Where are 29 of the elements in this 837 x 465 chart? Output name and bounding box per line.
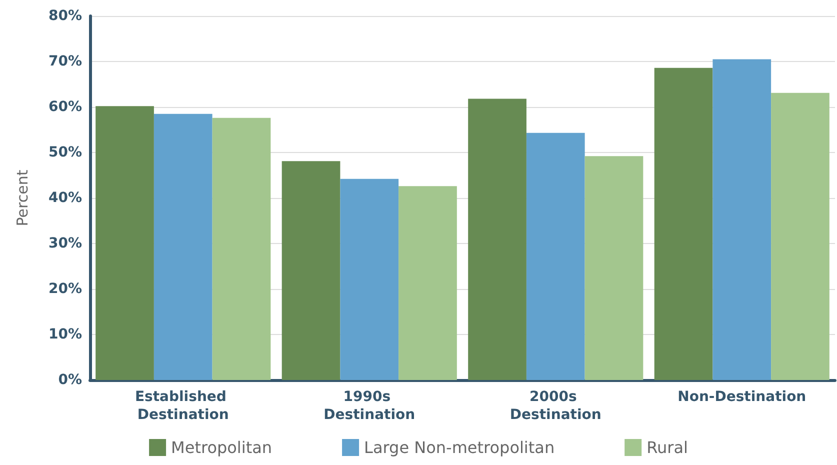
bar <box>584 156 644 380</box>
y-tick-label: 20% <box>48 281 82 297</box>
x-tick-label: 2000s Destination <box>510 389 602 423</box>
bar <box>468 98 526 380</box>
x-tick-label: Non-Destination <box>678 389 806 405</box>
x-tick-label: 1990s Destination <box>324 389 416 423</box>
bar <box>654 68 713 380</box>
legend-label: Metropolitan <box>171 438 272 457</box>
bar <box>154 114 212 380</box>
bar <box>96 106 154 380</box>
bar <box>282 161 340 380</box>
bar <box>212 118 271 380</box>
y-tick-label: 60% <box>48 99 82 115</box>
bar <box>712 59 772 380</box>
y-tick-label: 10% <box>48 326 82 342</box>
bar <box>398 186 457 380</box>
bar <box>526 132 585 380</box>
y-tick-label: 80% <box>48 8 82 24</box>
y-tick-label: 70% <box>48 54 82 70</box>
y-tick-label: 30% <box>48 236 82 252</box>
legend-label: Rural <box>646 438 688 457</box>
y-tick-label: 50% <box>48 144 82 160</box>
bar <box>340 178 399 380</box>
bar <box>771 92 830 380</box>
y-tick-label: 0% <box>58 372 82 388</box>
y-axis-title: Percent <box>14 170 32 226</box>
x-tick-label: Established Destination <box>134 389 232 423</box>
y-tick-label: 40% <box>48 190 82 206</box>
legend-label: Large Non-metropolitan <box>364 438 555 457</box>
